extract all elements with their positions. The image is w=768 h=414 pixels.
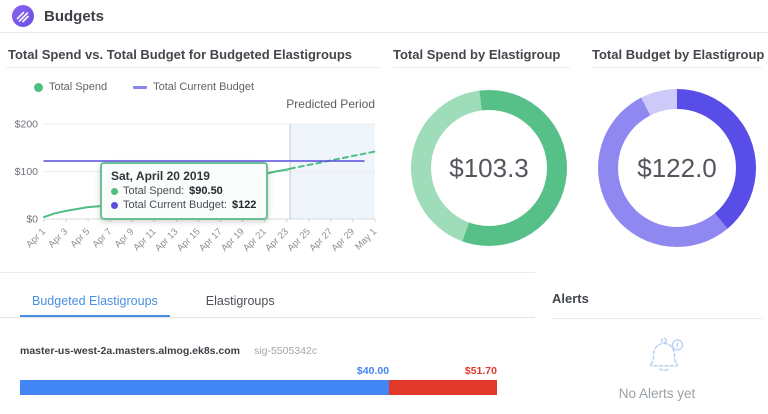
section-divider bbox=[0, 272, 535, 273]
budget-donut-hole: $122.0 bbox=[618, 109, 736, 227]
budget-donut: $122.0 bbox=[598, 89, 756, 247]
svg-text:Apr 19: Apr 19 bbox=[219, 226, 247, 254]
spotinst-logo-icon[interactable] bbox=[12, 5, 34, 27]
budget-bar bbox=[20, 380, 497, 395]
tooltip-date: Sat, April 20 2019 bbox=[111, 169, 210, 183]
svg-text:Apr 7: Apr 7 bbox=[90, 226, 114, 250]
legend-item-total-spend[interactable]: Total Spend bbox=[34, 81, 107, 93]
svg-text:$0: $0 bbox=[26, 214, 38, 226]
alerts-divider bbox=[552, 318, 762, 319]
svg-text:Apr 21: Apr 21 bbox=[241, 226, 269, 254]
alerts-title: Alerts bbox=[552, 291, 589, 306]
legend-label: Total Current Budget bbox=[153, 81, 254, 93]
right-panel-divider bbox=[592, 67, 762, 68]
spend-donut-value: $103.3 bbox=[449, 152, 529, 183]
spend-donut-hole: $103.3 bbox=[431, 110, 547, 226]
tooltip-bullet bbox=[111, 187, 118, 195]
legend-label: Total Spend bbox=[49, 81, 108, 93]
tooltip-value: $90.50 bbox=[189, 185, 223, 197]
total-current-budget-swatch-icon bbox=[133, 85, 148, 89]
svg-text:Apr 5: Apr 5 bbox=[68, 226, 92, 250]
predicted-period-label: Predicted Period bbox=[286, 97, 375, 111]
spend-amount-label: $40.00 bbox=[356, 365, 390, 377]
budget-bar-labels: $40.00 $51.70 bbox=[20, 365, 497, 378]
page-title: Budgets bbox=[44, 8, 104, 25]
total-spend-donut-title: Total Spend by Elastigroup bbox=[393, 47, 561, 62]
left-panel-divider bbox=[6, 67, 380, 68]
svg-text:$200: $200 bbox=[15, 119, 39, 131]
svg-text:Apr 23: Apr 23 bbox=[263, 226, 291, 254]
spend-vs-budget-title: Total Spend vs. Total Budget for Budgete… bbox=[8, 47, 353, 62]
total-amount-label: $51.70 bbox=[464, 365, 497, 377]
total-budget-donut-title: Total Budget by Elastigroup bbox=[592, 47, 765, 62]
budget-donut-value: $122.0 bbox=[637, 152, 717, 183]
elastigroup-name[interactable]: master-us-west-2a.masters.almog.ek8s.com bbox=[20, 345, 241, 357]
bell-icon bbox=[649, 337, 684, 372]
budget-bar-segment bbox=[389, 380, 497, 395]
elastigroup-row[interactable]: master-us-west-2a.masters.almog.ek8s.com… bbox=[20, 345, 317, 357]
svg-text:Apr 11: Apr 11 bbox=[131, 226, 158, 253]
svg-text:Apr 25: Apr 25 bbox=[285, 226, 313, 254]
svg-text:$100: $100 bbox=[15, 166, 39, 178]
legend-item-total-current-budget[interactable]: Total Current Budget bbox=[133, 81, 254, 93]
tooltip-value: $122 bbox=[231, 199, 257, 211]
spend-donut: $103.3 bbox=[411, 90, 567, 246]
svg-text:May 1: May 1 bbox=[353, 226, 379, 252]
svg-text:Apr 27: Apr 27 bbox=[307, 226, 335, 254]
top-bar: Budgets bbox=[0, 0, 768, 33]
svg-text:Apr 17: Apr 17 bbox=[197, 226, 225, 254]
tooltip-label: Total Current Budget: bbox=[123, 199, 227, 211]
tooltip-row-budget: Total Current Budget: $122 bbox=[111, 199, 256, 211]
elastigroups-tabs: Budgeted Elastigroups Elastigroups bbox=[0, 286, 535, 318]
tab-elastigroups[interactable]: Elastigroups bbox=[205, 293, 275, 308]
budget-bar-segment bbox=[20, 380, 390, 395]
chart-legend: Total Spend Total Current Budget bbox=[34, 81, 254, 93]
svg-text:Apr 3: Apr 3 bbox=[46, 226, 70, 250]
svg-text:Apr 15: Apr 15 bbox=[175, 226, 203, 254]
mid-panel-divider bbox=[393, 67, 570, 68]
tooltip-label: Total Spend: bbox=[123, 185, 185, 197]
chart-tooltip: Sat, April 20 2019 Total Spend: $90.50 T… bbox=[100, 162, 269, 220]
tab-budgeted-elastigroups[interactable]: Budgeted Elastigroups bbox=[20, 286, 170, 317]
svg-text:Apr 29: Apr 29 bbox=[329, 226, 357, 254]
svg-text:Apr 1: Apr 1 bbox=[24, 226, 48, 250]
no-alerts-text: No Alerts yet bbox=[618, 386, 696, 401]
elastigroup-id: sig-5505342c bbox=[254, 345, 318, 357]
tooltip-bullet bbox=[111, 201, 118, 209]
tooltip-row-spend: Total Spend: $90.50 bbox=[111, 185, 256, 197]
total-spend-swatch-icon bbox=[34, 82, 43, 92]
svg-text:Apr 13: Apr 13 bbox=[153, 226, 181, 254]
